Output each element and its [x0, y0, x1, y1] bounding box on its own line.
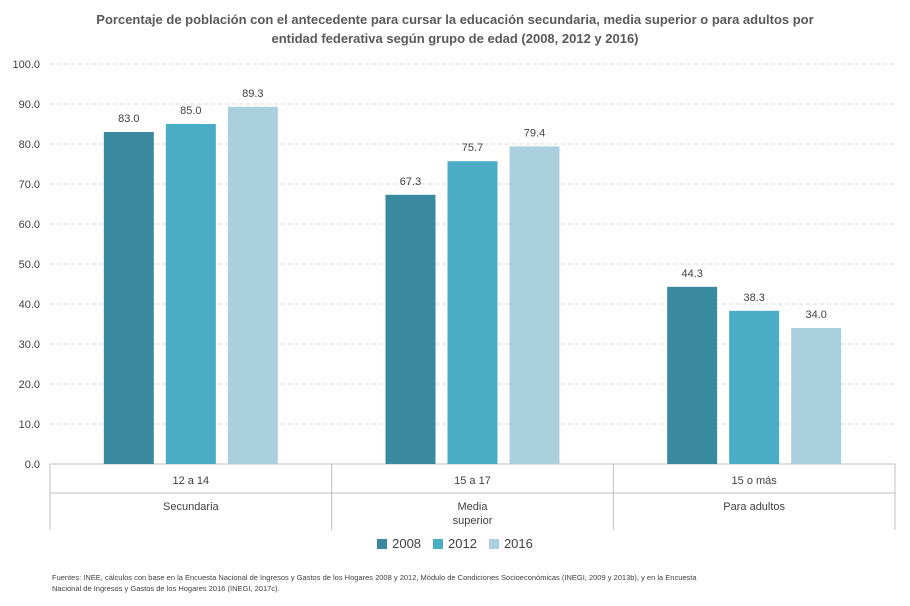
- bar-2016-1: [509, 146, 560, 464]
- bar-2012-0: [165, 124, 216, 464]
- x-tick-label: 12 a 14: [172, 475, 209, 487]
- bar-2008-2: [667, 286, 718, 464]
- data-label: 34.0: [805, 309, 826, 321]
- chart-title: Porcentaje de población con el anteceden…: [60, 10, 850, 48]
- chart-title-line-2: entidad federativa según grupo de edad (…: [271, 31, 639, 46]
- legend-swatch-2008: [377, 538, 388, 549]
- y-tick-label: 20.0: [19, 379, 40, 391]
- bar-2008-0: [103, 132, 154, 464]
- y-tick-label: 30.0: [19, 339, 40, 351]
- y-tick-label: 70.0: [19, 179, 40, 191]
- bar-2012-1: [447, 161, 498, 464]
- legend-label-2008: 2008: [392, 536, 422, 551]
- data-label: 44.3: [681, 268, 702, 280]
- group-label: Para adultos: [723, 501, 785, 513]
- bar-2012-2: [729, 310, 780, 464]
- legend-label-2012: 2012: [448, 536, 477, 551]
- legend-item-2012: 2012: [433, 536, 477, 551]
- y-tick-label: 10.0: [19, 419, 40, 431]
- legend-swatch-2016: [488, 538, 499, 549]
- data-label: 67.3: [400, 176, 421, 188]
- data-label: 83.0: [118, 113, 139, 125]
- group-label: Media: [458, 501, 489, 513]
- legend-item-2008: 2008: [377, 536, 421, 551]
- legend-label-2016: 2016: [503, 536, 533, 551]
- y-tick-label: 50.0: [19, 259, 40, 271]
- y-tick-label: 0.0: [25, 459, 40, 471]
- y-tick-label: 60.0: [19, 219, 40, 231]
- data-label: 79.4: [524, 127, 545, 139]
- bar-2016-0: [227, 106, 278, 465]
- bar-2008-1: [385, 194, 436, 465]
- source-note-line-1: Fuentes: INEE, cálculos con base en la E…: [52, 573, 697, 582]
- source-note-line-2: Nacional de Ingresos y Gastos de los Hog…: [52, 584, 280, 593]
- y-tick-label: 40.0: [19, 299, 40, 311]
- x-tick-label: 15 a 17: [454, 475, 491, 487]
- group-label: superior: [453, 515, 493, 527]
- group-label: Secundaria: [163, 501, 220, 513]
- source-note: Fuentes: INEE, cálculos con base en la E…: [52, 572, 872, 594]
- bar-chart: 0.0 10.0 20.0 30.0 40.0 50.0 60.0 70.0 80.0 90.0 1…: [12, 59, 896, 530]
- bar-2016-2: [791, 328, 842, 464]
- data-label: 85.0: [180, 105, 201, 117]
- data-label: 38.3: [743, 292, 764, 304]
- y-tick-label: 100.0: [12, 59, 40, 71]
- y-tick-label: 80.0: [19, 139, 40, 151]
- chart-title-line-1: Porcentaje de población con el anteceden…: [96, 12, 814, 27]
- legend-item-2016: 2016: [488, 536, 533, 551]
- y-tick-label: 90.0: [19, 99, 40, 111]
- legend: 2008 2012 2016: [0, 536, 910, 551]
- legend-swatch-2012: [433, 538, 444, 549]
- data-label: 89.3: [242, 88, 263, 100]
- data-label: 75.7: [462, 142, 483, 154]
- x-tick-label: 15 o más: [732, 475, 778, 487]
